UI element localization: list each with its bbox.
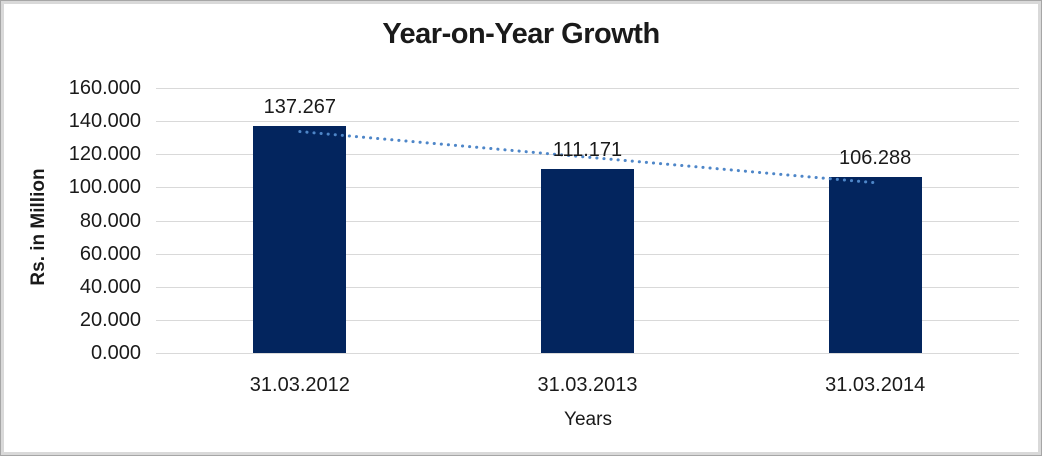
bar-value-label: 106.288 [839,146,912,169]
y-tick-label: 0.000 [90,342,141,364]
bar [253,125,347,353]
y-tick-label: 20.000 [79,308,141,331]
y-tick-label: 140.000 [68,110,141,133]
bar [541,168,634,353]
y-tick-label: 160.000 [68,77,141,99]
x-tick-label: 31.03.2013 [537,374,638,396]
gridline [156,121,1019,123]
y-tick-label: 40.000 [79,275,141,298]
x-axis-title: Years [564,409,612,430]
y-tick-label: 120.000 [68,143,141,166]
x-tick-label: 31.03.2014 [825,374,926,396]
y-tick-label: 80.000 [79,209,141,232]
y-tick-label: 60.000 [79,242,141,265]
x-tick-label: 31.03.2012 [249,374,350,396]
bar [828,176,922,353]
chart-title: Year-on-Year Growth [382,18,660,50]
bar-value-label: 137.267 [263,95,336,118]
gridline [156,353,1019,354]
y-tick-label: 100.000 [68,176,141,199]
y-axis-title: Rs. in Million [28,168,49,286]
gridline [156,88,1019,89]
bar-value-label: 111.171 [552,138,623,161]
